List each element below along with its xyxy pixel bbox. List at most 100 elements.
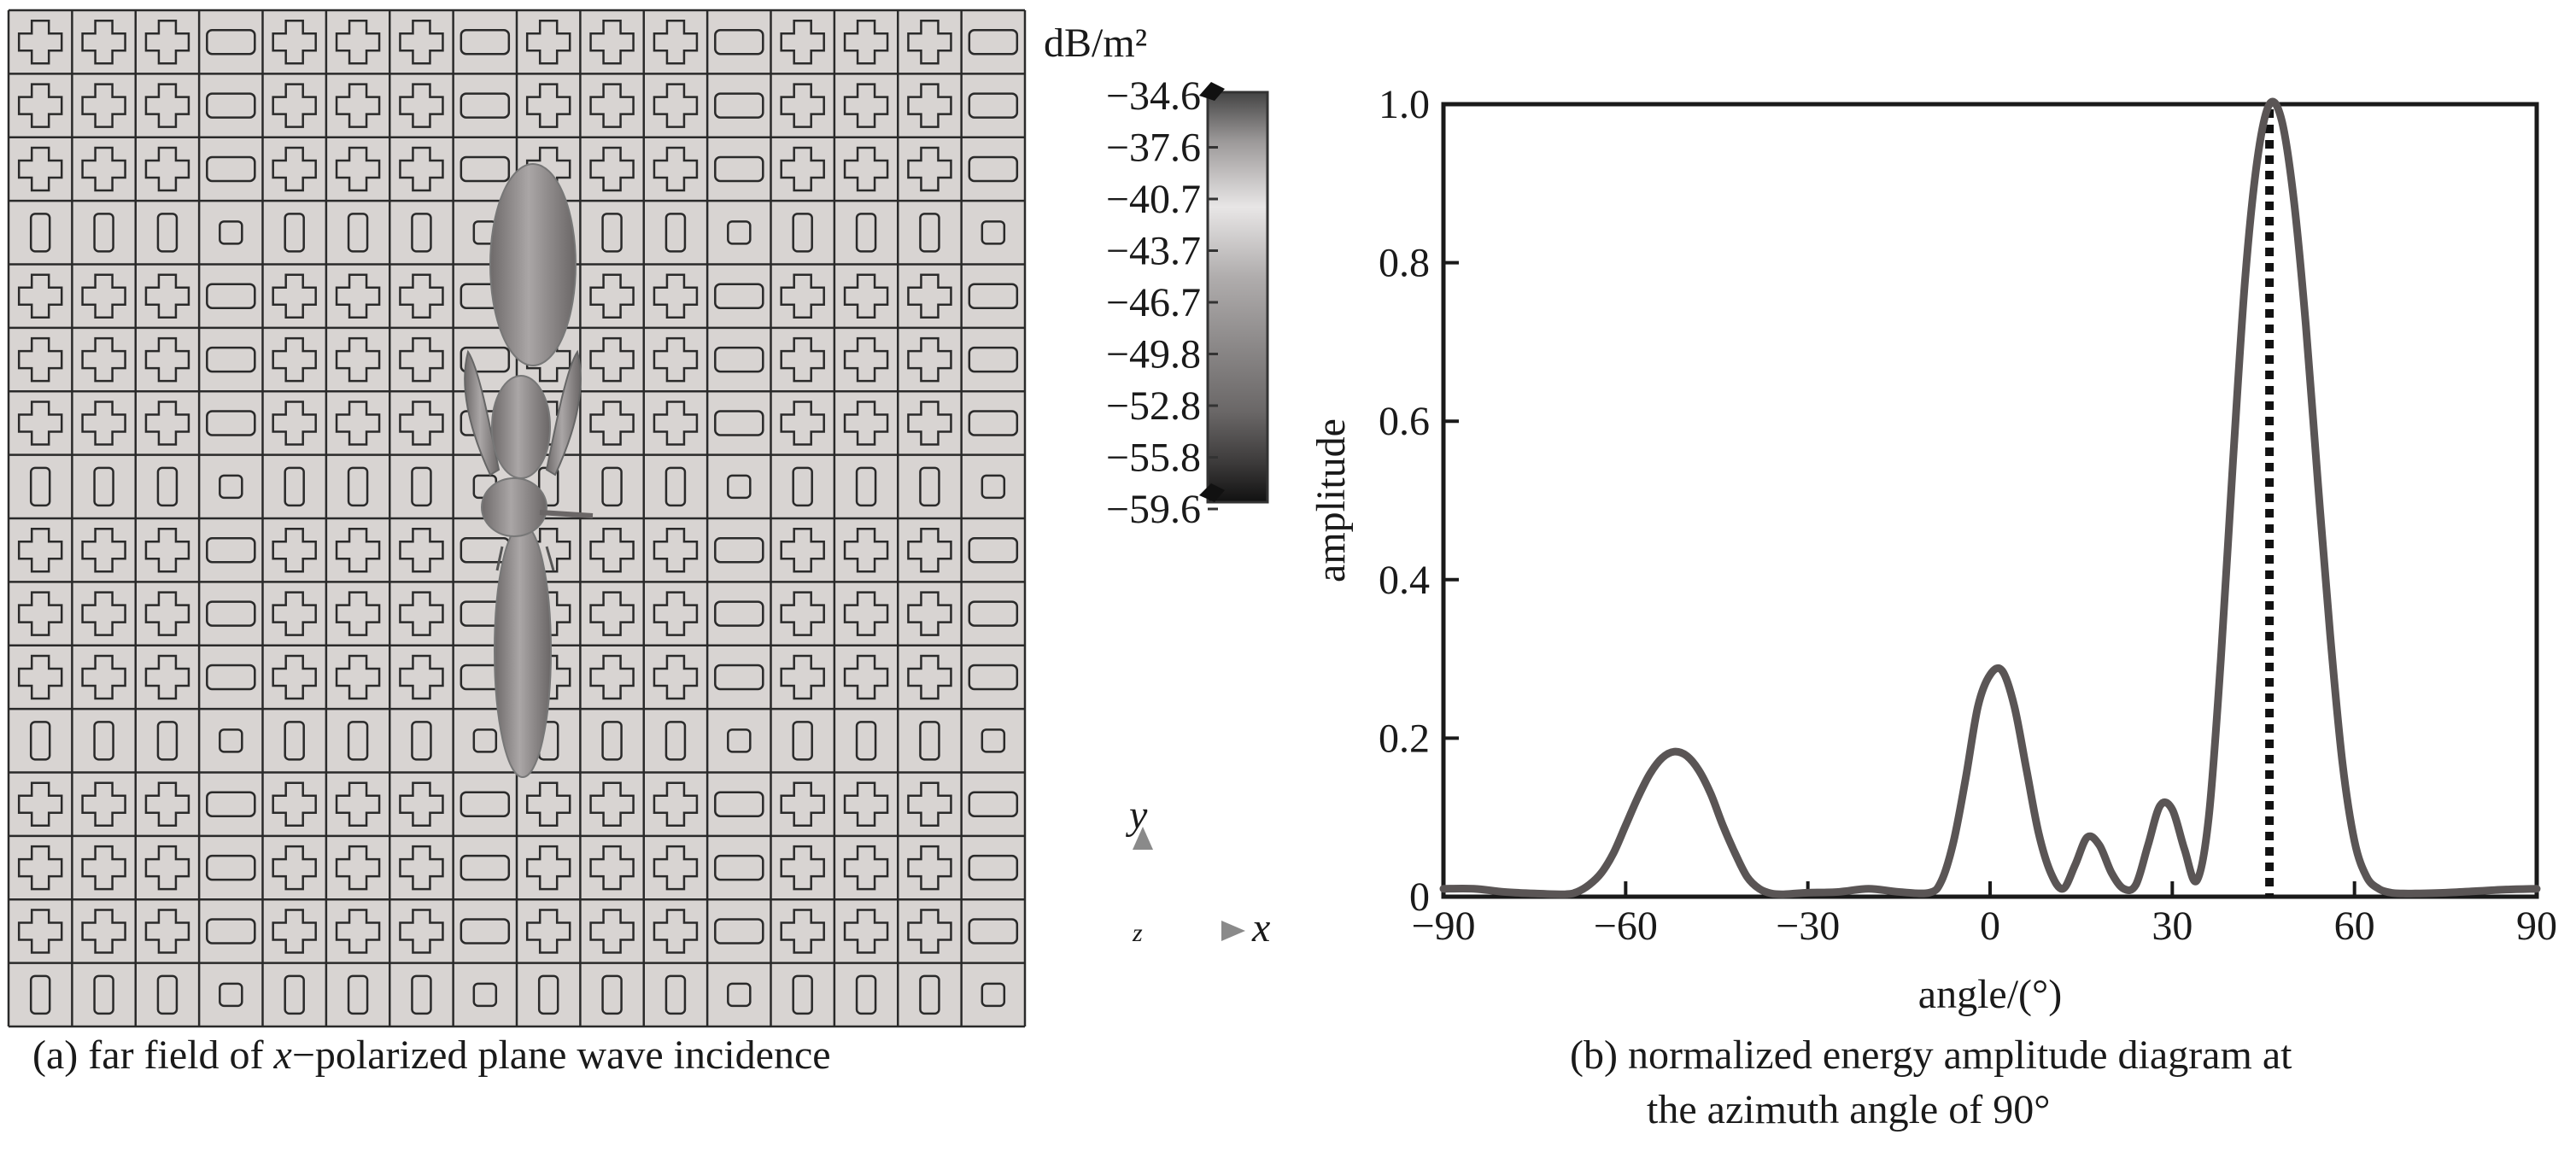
unit-cell-cross	[780, 146, 825, 192]
unit-cell-ring	[284, 974, 305, 1015]
unit-cell-cross	[17, 146, 63, 192]
unit-cell-cross	[17, 401, 63, 446]
colorbar-top-arrow	[1199, 82, 1225, 101]
unit-cell-cross	[144, 19, 190, 65]
unit-cell-cross	[399, 146, 444, 192]
unit-cell-slot	[206, 536, 256, 564]
unit-cell-slot	[968, 791, 1019, 817]
unit-cell-cross	[335, 19, 381, 65]
unit-cell-ring	[93, 974, 114, 1015]
unit-cell-cross	[17, 527, 63, 573]
unit-cell-slot	[206, 346, 256, 373]
unit-cell-slot	[714, 791, 764, 817]
unit-cell-cross	[17, 83, 63, 128]
lobe-tick-right	[545, 546, 555, 571]
unit-cell-cross	[843, 273, 889, 319]
unit-cell-cross	[907, 273, 952, 319]
unit-cell-cross	[780, 591, 825, 636]
colorbar-tick-label: −40.7	[1106, 177, 1201, 222]
unit-cell-ring	[601, 721, 623, 761]
unit-cell-cross	[907, 781, 952, 827]
unit-cell-cross	[81, 401, 126, 446]
amplitude-series-line	[1439, 97, 2541, 898]
unit-cell-cross	[144, 146, 190, 192]
unit-cell-cross	[589, 591, 635, 636]
unit-cell-slot	[206, 92, 256, 119]
unit-cell-cross	[653, 336, 699, 383]
caption-a-suffix: −polarized plane wave incidence	[291, 1032, 831, 1078]
unit-cell-ring	[347, 721, 369, 761]
colorbar-tick-label: −43.7	[1106, 229, 1201, 274]
unit-cell-cross	[399, 845, 444, 891]
unit-cell-ring	[411, 213, 432, 253]
unit-cell-ring	[664, 974, 687, 1015]
unit-cell-cross	[843, 781, 889, 827]
unit-cell-ring	[919, 213, 940, 253]
unit-cell-cross	[144, 401, 190, 446]
unit-cell-slot	[714, 600, 764, 627]
unit-cell-cross	[144, 83, 190, 128]
unit-cell-slot	[714, 410, 764, 436]
unit-cell-ring	[219, 728, 243, 753]
colorbar-tick-label: −34.6	[1106, 73, 1201, 119]
unit-cell-cross	[399, 401, 444, 446]
unit-cell-cross	[144, 591, 190, 636]
y-tick-label: 0.8	[1379, 241, 1430, 286]
unit-cell-cross	[144, 336, 190, 383]
unit-cell-cross	[525, 845, 571, 891]
unit-cell-slot	[714, 283, 764, 309]
series-layer	[1439, 97, 2541, 898]
unit-cell-cross	[81, 909, 126, 954]
coordinate-axes: y x z	[1125, 792, 1270, 950]
unit-cell-ring	[919, 466, 940, 507]
colorbar-tick-label: −52.8	[1106, 383, 1201, 429]
unit-cell-cross	[780, 845, 825, 891]
unit-cell-cross	[843, 146, 889, 192]
unit-cell-ring	[855, 466, 877, 507]
colorbar-tick-label: −55.8	[1106, 436, 1201, 481]
unit-cell-cross	[272, 781, 317, 827]
unit-cell-ring	[727, 474, 752, 500]
unit-cell-cross	[907, 401, 952, 446]
unit-cell-slot	[206, 854, 256, 881]
x-axis-label: x	[1251, 905, 1270, 950]
unit-cell-cross	[525, 83, 571, 128]
unit-cell-cross	[525, 909, 571, 954]
unit-cell-cross	[843, 845, 889, 891]
y-tick-label: 1.0	[1379, 82, 1430, 127]
unit-cell-ring	[981, 220, 1006, 245]
unit-cell-ring	[919, 974, 940, 1015]
unit-cell-cross	[589, 19, 635, 65]
unit-cell-cross	[780, 19, 825, 65]
unit-cell-cross	[272, 83, 317, 128]
unit-cell-cross	[907, 336, 952, 383]
unit-cell-cross	[399, 781, 444, 827]
y-tick-label: 0.4	[1379, 558, 1430, 603]
unit-cell-slot	[206, 600, 256, 627]
unit-cell-ring	[664, 213, 687, 253]
unit-cell-cross	[335, 591, 381, 636]
mid-lobe	[491, 375, 551, 479]
unit-cell-slot	[968, 92, 1019, 119]
caption-b-line1: (b) normalized energy amplitude diagram …	[1570, 1032, 2292, 1078]
unit-cell-cross	[907, 591, 952, 636]
y-tick-label: 0.2	[1379, 716, 1430, 761]
unit-cell-ring	[472, 982, 498, 1008]
unit-cell-cross	[843, 909, 889, 954]
unit-cell-cross	[843, 83, 889, 128]
z-axis-label: z	[1132, 919, 1143, 947]
y-axis-label: y	[1125, 792, 1148, 838]
unit-cell-cross	[272, 401, 317, 446]
unit-cell-slot	[968, 664, 1019, 691]
unit-cell-cross	[272, 845, 317, 891]
unit-cell-ring	[411, 466, 432, 507]
unit-cell-ring	[792, 974, 813, 1015]
unit-cell-cross	[589, 845, 635, 891]
unit-cell-cross	[780, 401, 825, 446]
unit-cell-cross	[780, 527, 825, 573]
colorbar-bottom-arrow	[1199, 483, 1225, 502]
unit-cell-cross	[653, 591, 699, 636]
unit-cell-slot	[206, 918, 256, 945]
unit-cell-slot	[460, 92, 511, 119]
